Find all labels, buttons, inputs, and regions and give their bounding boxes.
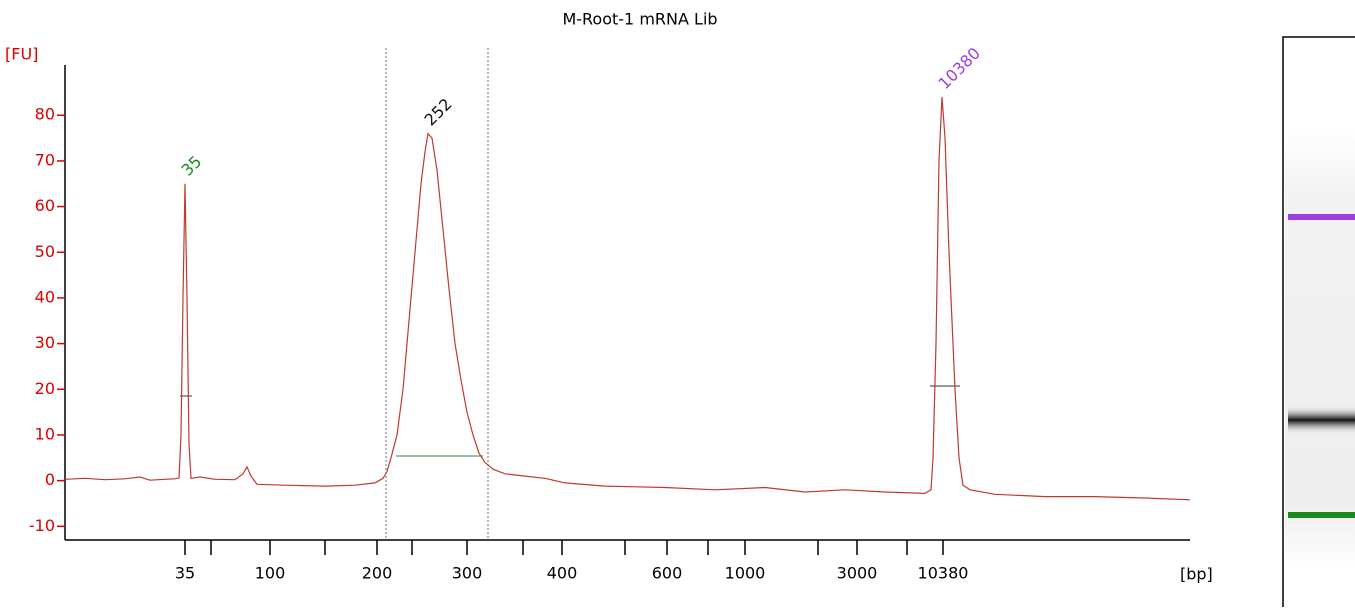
y-tick-label: 50 [35, 242, 55, 261]
x-tick-label: 10380 [918, 564, 969, 583]
y-tick-label: 80 [35, 105, 55, 124]
y-tick-label: 60 [35, 196, 55, 215]
gel-background [1285, 130, 1355, 570]
x-tick-label: 3000 [837, 564, 878, 583]
y-tick-label: 10 [35, 424, 55, 443]
x-tick-label: 35 [175, 564, 195, 583]
x-axis-label: [bp] [1180, 565, 1213, 584]
y-tick-label: -10 [29, 516, 55, 535]
y-axis-label: [FU] [5, 45, 38, 64]
peak-label: 10380 [935, 44, 984, 93]
peak-label: 35 [178, 152, 206, 180]
gel-lane [1282, 36, 1355, 611]
x-tick-label: 200 [362, 564, 393, 583]
y-tick-label: 0 [45, 470, 55, 489]
y-tick-label: 20 [35, 379, 55, 398]
trace [64, 96, 1191, 501]
x-tick-label: 300 [452, 564, 483, 583]
gel-band-sample [1288, 405, 1355, 435]
y-tick-label: 70 [35, 150, 55, 169]
x-tick-label: 600 [652, 564, 683, 583]
x-tick-label: 1000 [725, 564, 766, 583]
gel-band-upper-marker [1288, 214, 1355, 220]
y-tick-label: 30 [35, 333, 55, 352]
y-tick-label: 40 [35, 287, 55, 306]
peak-label: 252 [421, 94, 456, 129]
gel-band-lower-marker [1288, 512, 1355, 518]
x-tick-label: 400 [547, 564, 578, 583]
chart-title: M-Root-1 mRNA Lib [562, 10, 717, 29]
x-tick-label: 100 [255, 564, 286, 583]
